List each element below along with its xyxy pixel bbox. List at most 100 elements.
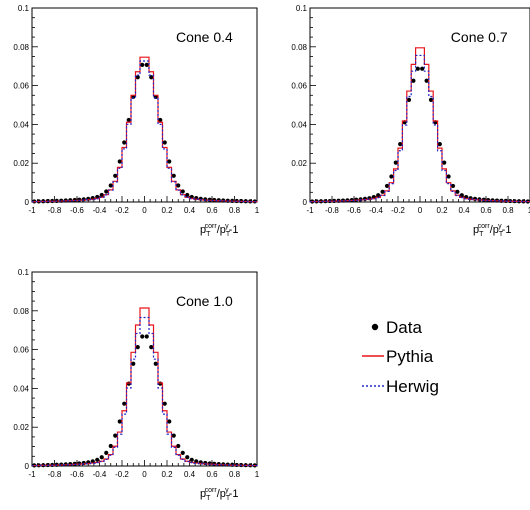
y-tick-label: 0.02	[291, 159, 307, 168]
data-point	[104, 450, 109, 455]
x-tick-label: 0	[418, 206, 423, 215]
x-axis-title-part: /p	[490, 224, 499, 236]
data-point	[90, 459, 95, 464]
legend: Data Pythia Herwig	[362, 318, 439, 396]
data-point	[442, 160, 447, 165]
panel-cone-0-4: -1 -0.8 -0.6 -0.4 -0.2 0 0.2 0.4 0.6 0.8 1 0 0.02 0.0…	[13, 4, 259, 238]
x-tick-label: 0.8	[502, 206, 514, 215]
data-point	[117, 419, 122, 424]
x-axis-title-part: T	[499, 231, 504, 238]
data-point	[149, 75, 154, 80]
x-tick-label: -0.8	[48, 470, 62, 479]
x-axis-title-part: -1	[229, 224, 239, 236]
x-axis-title-part: /p	[217, 488, 226, 500]
y-tick-label: 0.08	[13, 307, 29, 316]
data-point	[185, 455, 190, 460]
herwig-histogram	[31, 316, 258, 467]
panel-cone-1-0: -1 -0.8 -0.6 -0.4 -0.2 0 0.2 0.4 0.6 0.8 1 0 0.02 0.0…	[13, 268, 259, 502]
x-tick-label: -1	[28, 470, 36, 479]
x-axis-title-part: T	[226, 495, 231, 502]
data-point	[185, 192, 190, 198]
data-point	[140, 62, 145, 68]
data-point	[472, 196, 478, 202]
data-point	[72, 461, 77, 466]
data-point	[131, 361, 136, 366]
data-point	[207, 461, 212, 466]
panel-cone-0-7: -1 -0.8 -0.6 -0.4 -0.2 0 0.2 0.4 0.6 0.8 1 0 0.02 0.0…	[291, 4, 530, 238]
data-point	[153, 361, 158, 366]
data-point	[77, 461, 82, 466]
x-tick-label: 0.6	[206, 206, 218, 215]
data-point	[135, 75, 140, 80]
data-point	[424, 78, 429, 83]
x-tick-label: 0.4	[458, 206, 470, 215]
y-tick-label: 0.1	[18, 4, 30, 13]
legend-herwig-label: Herwig	[386, 377, 439, 396]
x-axis-title-part: p	[200, 224, 206, 236]
data-point	[180, 450, 185, 455]
data-point	[122, 401, 127, 406]
x-axis-title-part: γ	[225, 223, 229, 230]
data-point	[420, 66, 425, 71]
data-point	[411, 78, 416, 83]
data-point	[126, 381, 131, 386]
x-axis-title-part: T	[479, 231, 484, 238]
data-point	[122, 140, 127, 145]
cone-label: Cone 0.4	[176, 29, 233, 45]
data-point	[135, 345, 140, 350]
x-tick-label: -0.8	[325, 206, 339, 215]
data-point	[194, 459, 199, 464]
x-axis-title-part: T	[226, 231, 231, 238]
data-point	[117, 159, 122, 164]
data-point	[144, 62, 149, 68]
x-tick-label: -1	[306, 206, 314, 215]
data-point	[437, 142, 442, 147]
data-point	[144, 334, 149, 339]
x-tick-label: -0.4	[93, 470, 107, 479]
data-point	[362, 196, 368, 202]
data-point	[176, 443, 181, 449]
legend-data-label: Data	[386, 318, 422, 337]
x-tick-label: -0.2	[115, 206, 129, 215]
data-point	[406, 97, 412, 102]
herwig-histogram	[309, 54, 530, 203]
herwig-histogram	[31, 60, 258, 203]
data-point	[140, 334, 145, 339]
data-point	[207, 197, 212, 202]
x-tick-label: 1	[255, 206, 260, 215]
data-point	[113, 433, 118, 438]
data-point	[108, 443, 113, 449]
data-point	[380, 189, 385, 194]
data-point	[171, 173, 176, 178]
x-tick-label: -0.6	[347, 206, 361, 215]
data-point	[149, 345, 154, 350]
data-point	[376, 193, 381, 198]
x-axis-title: pTcorr/pTγ-1	[473, 223, 511, 238]
x-tick-label: 0.8	[229, 470, 241, 479]
x-axis-title-part: /p	[217, 224, 226, 236]
pythia-histogram	[31, 56, 258, 203]
x-axis-title: pTcorr/pTγ-1	[200, 223, 238, 238]
x-tick-label: -0.4	[369, 206, 383, 215]
data-point	[450, 183, 456, 189]
x-tick-label: -0.2	[391, 206, 405, 215]
y-tick-label: 0	[303, 198, 308, 207]
x-axis-title-part: -1	[229, 488, 239, 500]
data-point	[81, 197, 86, 202]
x-tick-label: -0.2	[115, 470, 129, 479]
x-axis-title-part: corr	[478, 223, 491, 230]
x-tick-label: 0	[142, 470, 147, 479]
data-point	[389, 174, 394, 179]
data-point	[99, 455, 104, 460]
pythia-histogram	[309, 47, 530, 203]
data-point	[171, 433, 176, 438]
x-tick-label: 1	[255, 470, 260, 479]
data-point	[398, 142, 403, 147]
y-tick-label: 0.1	[296, 4, 308, 13]
data-point	[459, 193, 464, 198]
x-axis-title-part: γ	[225, 487, 229, 494]
x-axis-title: pTcorr/pTγ-1	[200, 487, 238, 502]
data-point	[95, 457, 100, 462]
data-point	[384, 183, 390, 189]
